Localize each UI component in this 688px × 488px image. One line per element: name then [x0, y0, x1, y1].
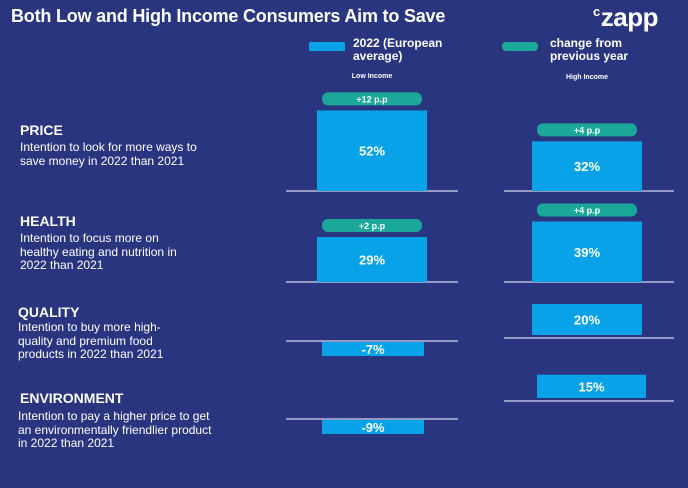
brand-name: zapp [600, 2, 659, 32]
category-title-environment: ENVIRONMENT [20, 390, 124, 406]
change-label-high-price: +4 p.p [574, 125, 601, 135]
legend-label-change: change from previous year [550, 36, 629, 63]
category-desc-health: Intention to focus more on healthy eatin… [20, 231, 177, 272]
legend-swatch-2022 [309, 42, 345, 51]
bar-low-health [317, 237, 427, 282]
bar-label-low-health: 29% [359, 253, 385, 268]
bar-label-low-environment: -9% [361, 420, 385, 435]
change-badge-low-price [322, 92, 422, 106]
brand-logo: czapp [593, 2, 658, 33]
logo-c-mark: c [593, 4, 600, 19]
category-title-price: PRICE [20, 122, 63, 138]
bar-label-low-price: 52% [359, 144, 385, 159]
legend-swatch-change [502, 42, 538, 51]
category-desc-quality: Intention to buy more high-quality and p… [18, 320, 164, 361]
change-label-high-health: +4 p.p [574, 206, 601, 216]
change-label-low-price: +12 p.p [356, 94, 388, 104]
bar-high-health [532, 221, 642, 282]
bar-label-high-price: 32% [574, 159, 600, 174]
change-badge-high-health [537, 203, 637, 217]
category-title-health: HEALTH [20, 213, 76, 229]
bar-label-low-quality: -7% [361, 342, 385, 357]
legend-label-2022: 2022 (European average) [353, 36, 443, 63]
bar-low-price [317, 110, 427, 191]
bar-label-high-environment: 15% [578, 379, 604, 394]
bar-high-quality [532, 304, 642, 335]
bar-high-environment [537, 374, 646, 398]
change-badge-high-price [537, 123, 637, 137]
change-label-low-health: +2 p.p [359, 221, 386, 231]
category-desc-price: Intention to look for more ways to save … [20, 140, 197, 168]
bar-high-price [532, 141, 642, 191]
column-header-high-income: High Income [565, 74, 608, 81]
bar-low-environment [322, 420, 424, 434]
chart-title: Both Low and High Income Consumers Aim t… [11, 6, 446, 26]
category-desc-environment: Intention to pay a higher price to get a… [18, 409, 212, 450]
change-badge-low-health [322, 219, 422, 233]
bar-label-high-health: 39% [574, 245, 600, 260]
bar-label-high-quality: 20% [574, 313, 600, 328]
bar-low-quality [322, 342, 424, 356]
category-title-quality: QUALITY [18, 304, 80, 320]
column-header-low-income: Low Income [351, 73, 393, 80]
